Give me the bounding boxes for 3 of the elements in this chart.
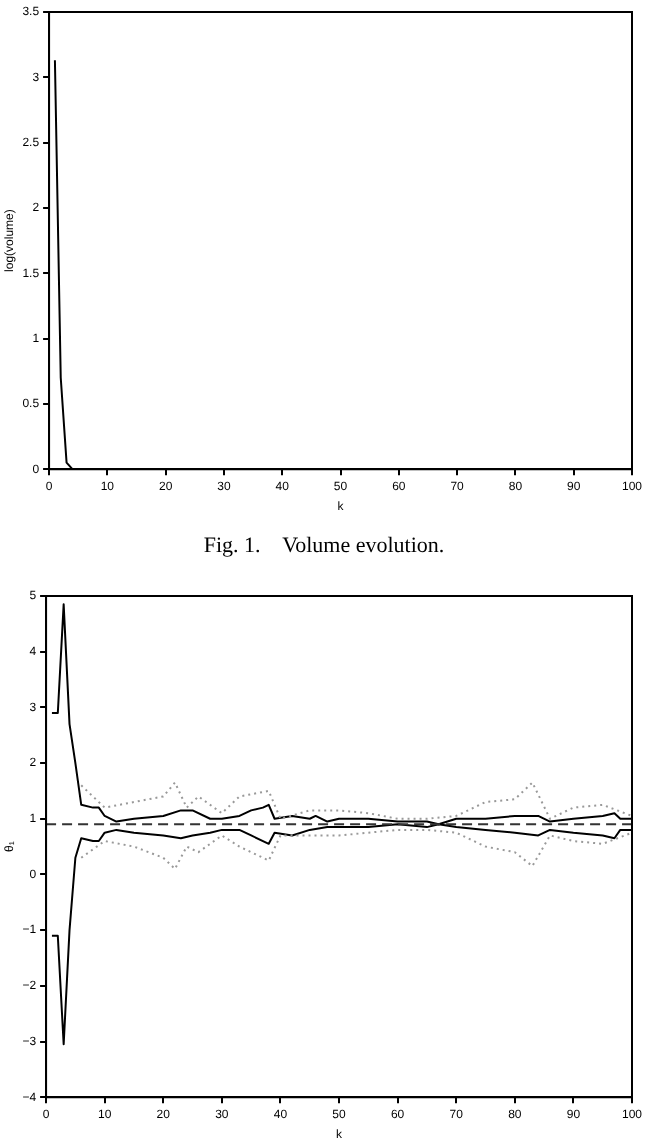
line-series: [80, 781, 632, 820]
caption: Fig. 1. Volume evolution.: [201, 532, 447, 562]
line-series: [80, 828, 632, 870]
